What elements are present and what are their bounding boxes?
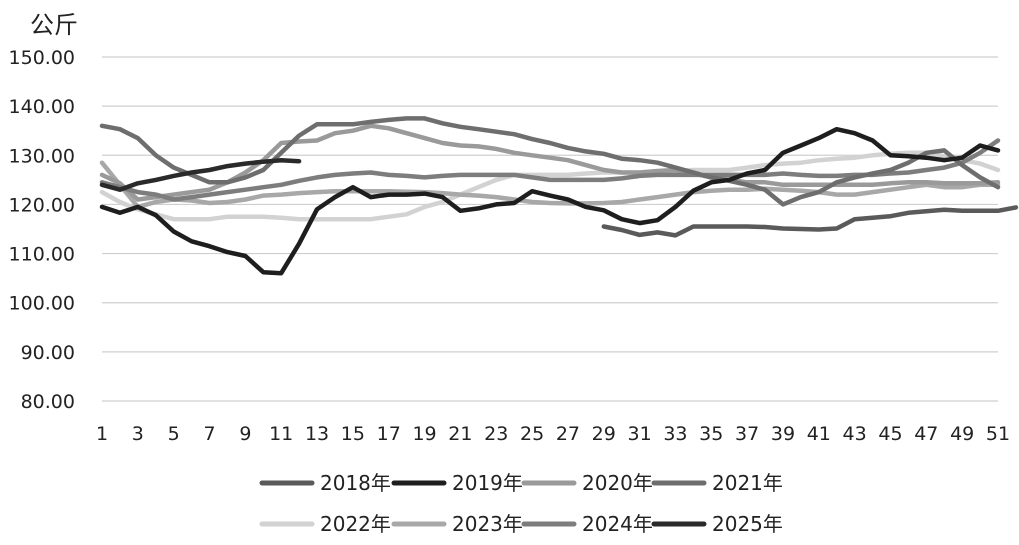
series-line-2019: [99, 126, 1001, 276]
x-tick-label: 15: [341, 423, 365, 445]
series-line-2023: [99, 160, 1001, 210]
x-tick-label: 41: [807, 423, 831, 445]
legend-item-2025: 2025年: [651, 512, 783, 536]
x-tick-label: 43: [843, 423, 867, 445]
x-tick-label: 29: [592, 423, 616, 445]
gridlines: [102, 56, 998, 402]
x-tick-label: 17: [377, 423, 401, 445]
y-tick-label: 150.00: [9, 47, 75, 69]
x-tick-label: 27: [556, 423, 580, 445]
series-line-2018: [601, 205, 1019, 238]
x-tick-label: 45: [878, 423, 902, 445]
x-tick-label: 37: [735, 423, 759, 445]
series-line-2020: [99, 123, 1001, 202]
y-tick-label: 90.00: [21, 342, 75, 364]
series-line-2024: [99, 138, 1001, 202]
y-axis-unit-label: 公斤: [30, 11, 78, 39]
series-line-2025: [99, 157, 302, 192]
series-line-2022: [99, 150, 1001, 222]
x-tick-label: 35: [699, 423, 723, 445]
y-tick-label: 80.00: [21, 391, 75, 413]
legend-label: 2018年: [320, 471, 391, 495]
x-tick-label: 9: [239, 423, 251, 445]
x-tick-label: 11: [269, 423, 293, 445]
legend-item-2021: 2021年: [651, 471, 783, 495]
legend-label: 2023年: [452, 512, 523, 536]
legend-label: 2020年: [582, 471, 653, 495]
x-tick-label: 49: [950, 423, 974, 445]
y-tick-label: 130.00: [9, 145, 75, 167]
legend-item-2024: 2024年: [521, 512, 653, 536]
x-tick-label: 5: [168, 423, 180, 445]
x-axis: 1 3 5 7 9 11 13 15 17 19 21 23 25 27 29 31 33 35 37 39 41 43 4…: [96, 423, 1010, 445]
legend-label: 2019年: [452, 471, 523, 495]
x-tick-label: 21: [448, 423, 472, 445]
legend: 2018年 2019年 2020年 2021年 2022年 2023年 2024年 2025年: [259, 471, 783, 536]
series-lines: [99, 116, 1019, 276]
legend-label: 2022年: [320, 512, 391, 536]
x-tick-label: 33: [663, 423, 687, 445]
legend-label: 2021年: [712, 471, 783, 495]
series-line-2021: [99, 116, 1001, 207]
legend-item-2019: 2019年: [391, 471, 523, 495]
x-tick-label: 19: [412, 423, 436, 445]
x-tick-label: 31: [628, 423, 652, 445]
x-tick-label: 25: [520, 423, 544, 445]
y-tick-label: 140.00: [9, 96, 75, 118]
x-tick-label: 1: [96, 423, 108, 445]
x-tick-label: 47: [914, 423, 938, 445]
legend-label: 2025年: [712, 512, 783, 536]
y-axis: 150.00 140.00 130.00 120.00 110.00 100.00 90.0…: [9, 47, 75, 413]
legend-item-2023: 2023年: [391, 512, 523, 536]
legend-item-2020: 2020年: [521, 471, 653, 495]
x-tick-label: 3: [132, 423, 144, 445]
x-tick-label: 7: [203, 423, 215, 445]
legend-item-2018: 2018年: [259, 471, 391, 495]
y-tick-label: 110.00: [9, 244, 75, 266]
y-tick-label: 100.00: [9, 293, 75, 315]
y-tick-label: 120.00: [9, 194, 75, 216]
x-tick-label: 23: [484, 423, 508, 445]
x-tick-label: 51: [986, 423, 1010, 445]
legend-item-2022: 2022年: [259, 512, 391, 536]
legend-label: 2024年: [582, 512, 653, 536]
x-tick-label: 13: [305, 423, 329, 445]
x-tick-label: 39: [771, 423, 795, 445]
